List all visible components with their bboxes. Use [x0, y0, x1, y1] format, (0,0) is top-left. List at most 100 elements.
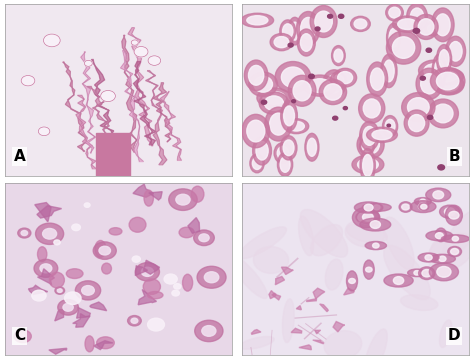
Circle shape — [387, 124, 391, 127]
Circle shape — [34, 259, 58, 278]
Ellipse shape — [97, 337, 114, 349]
Ellipse shape — [363, 99, 380, 118]
Ellipse shape — [270, 33, 293, 51]
Ellipse shape — [419, 203, 429, 210]
Ellipse shape — [277, 146, 289, 160]
Circle shape — [349, 279, 356, 284]
Ellipse shape — [383, 116, 398, 137]
Ellipse shape — [346, 223, 387, 243]
Ellipse shape — [283, 24, 293, 38]
Ellipse shape — [365, 242, 386, 250]
Ellipse shape — [446, 36, 465, 66]
Ellipse shape — [365, 329, 387, 359]
Ellipse shape — [245, 60, 268, 90]
Ellipse shape — [428, 24, 438, 33]
Ellipse shape — [280, 157, 290, 172]
Ellipse shape — [362, 135, 379, 154]
Ellipse shape — [426, 231, 453, 241]
Ellipse shape — [264, 96, 283, 111]
Ellipse shape — [143, 279, 161, 294]
Circle shape — [55, 287, 64, 294]
Ellipse shape — [436, 71, 457, 82]
Ellipse shape — [416, 68, 442, 99]
Circle shape — [202, 326, 216, 336]
Ellipse shape — [428, 238, 447, 270]
Ellipse shape — [270, 113, 287, 135]
Ellipse shape — [363, 126, 376, 145]
Circle shape — [75, 281, 100, 300]
Ellipse shape — [307, 138, 317, 156]
Ellipse shape — [325, 259, 343, 290]
Ellipse shape — [241, 13, 273, 27]
Circle shape — [38, 127, 50, 136]
Ellipse shape — [384, 274, 413, 287]
Polygon shape — [149, 192, 162, 200]
Circle shape — [21, 230, 27, 236]
Circle shape — [131, 40, 138, 45]
Ellipse shape — [428, 99, 458, 128]
Circle shape — [373, 243, 379, 248]
Polygon shape — [81, 52, 96, 153]
Ellipse shape — [441, 235, 469, 243]
Ellipse shape — [435, 228, 447, 242]
Polygon shape — [344, 288, 355, 295]
Circle shape — [40, 264, 52, 273]
Ellipse shape — [284, 119, 309, 134]
Ellipse shape — [254, 76, 273, 92]
Circle shape — [173, 284, 181, 289]
Circle shape — [128, 316, 141, 326]
Ellipse shape — [239, 336, 274, 349]
Circle shape — [194, 230, 214, 246]
Ellipse shape — [387, 23, 401, 52]
Ellipse shape — [229, 255, 267, 298]
Ellipse shape — [252, 157, 262, 169]
Polygon shape — [333, 322, 345, 332]
Ellipse shape — [274, 37, 289, 48]
Ellipse shape — [109, 228, 122, 235]
Circle shape — [93, 242, 116, 259]
Ellipse shape — [434, 70, 443, 87]
Polygon shape — [93, 341, 113, 350]
Polygon shape — [275, 276, 284, 285]
Ellipse shape — [410, 8, 424, 26]
Ellipse shape — [288, 75, 316, 106]
Ellipse shape — [274, 143, 292, 164]
Ellipse shape — [407, 3, 428, 31]
Polygon shape — [73, 313, 90, 327]
Ellipse shape — [429, 233, 470, 259]
Circle shape — [141, 267, 154, 276]
Circle shape — [199, 234, 209, 242]
Ellipse shape — [366, 127, 397, 143]
Ellipse shape — [354, 19, 367, 29]
Ellipse shape — [429, 68, 464, 85]
Polygon shape — [307, 299, 317, 302]
Ellipse shape — [351, 16, 370, 32]
Ellipse shape — [385, 119, 395, 133]
Polygon shape — [120, 51, 144, 162]
Ellipse shape — [315, 11, 332, 32]
Ellipse shape — [408, 98, 429, 117]
Circle shape — [204, 272, 219, 283]
Ellipse shape — [310, 224, 343, 256]
Ellipse shape — [249, 72, 278, 97]
Circle shape — [148, 56, 161, 65]
Ellipse shape — [248, 65, 264, 85]
Ellipse shape — [309, 79, 331, 93]
Circle shape — [131, 318, 138, 323]
Circle shape — [315, 27, 320, 31]
Ellipse shape — [414, 14, 438, 39]
Ellipse shape — [324, 331, 362, 359]
Polygon shape — [28, 285, 48, 294]
Text: C: C — [14, 328, 25, 343]
Ellipse shape — [297, 11, 320, 45]
Circle shape — [328, 14, 333, 18]
Polygon shape — [63, 62, 87, 151]
Circle shape — [451, 248, 459, 255]
Circle shape — [343, 107, 347, 110]
Ellipse shape — [66, 269, 83, 279]
Ellipse shape — [352, 155, 384, 174]
Polygon shape — [135, 266, 147, 275]
Ellipse shape — [288, 121, 304, 131]
Ellipse shape — [257, 88, 291, 108]
Polygon shape — [319, 304, 328, 312]
